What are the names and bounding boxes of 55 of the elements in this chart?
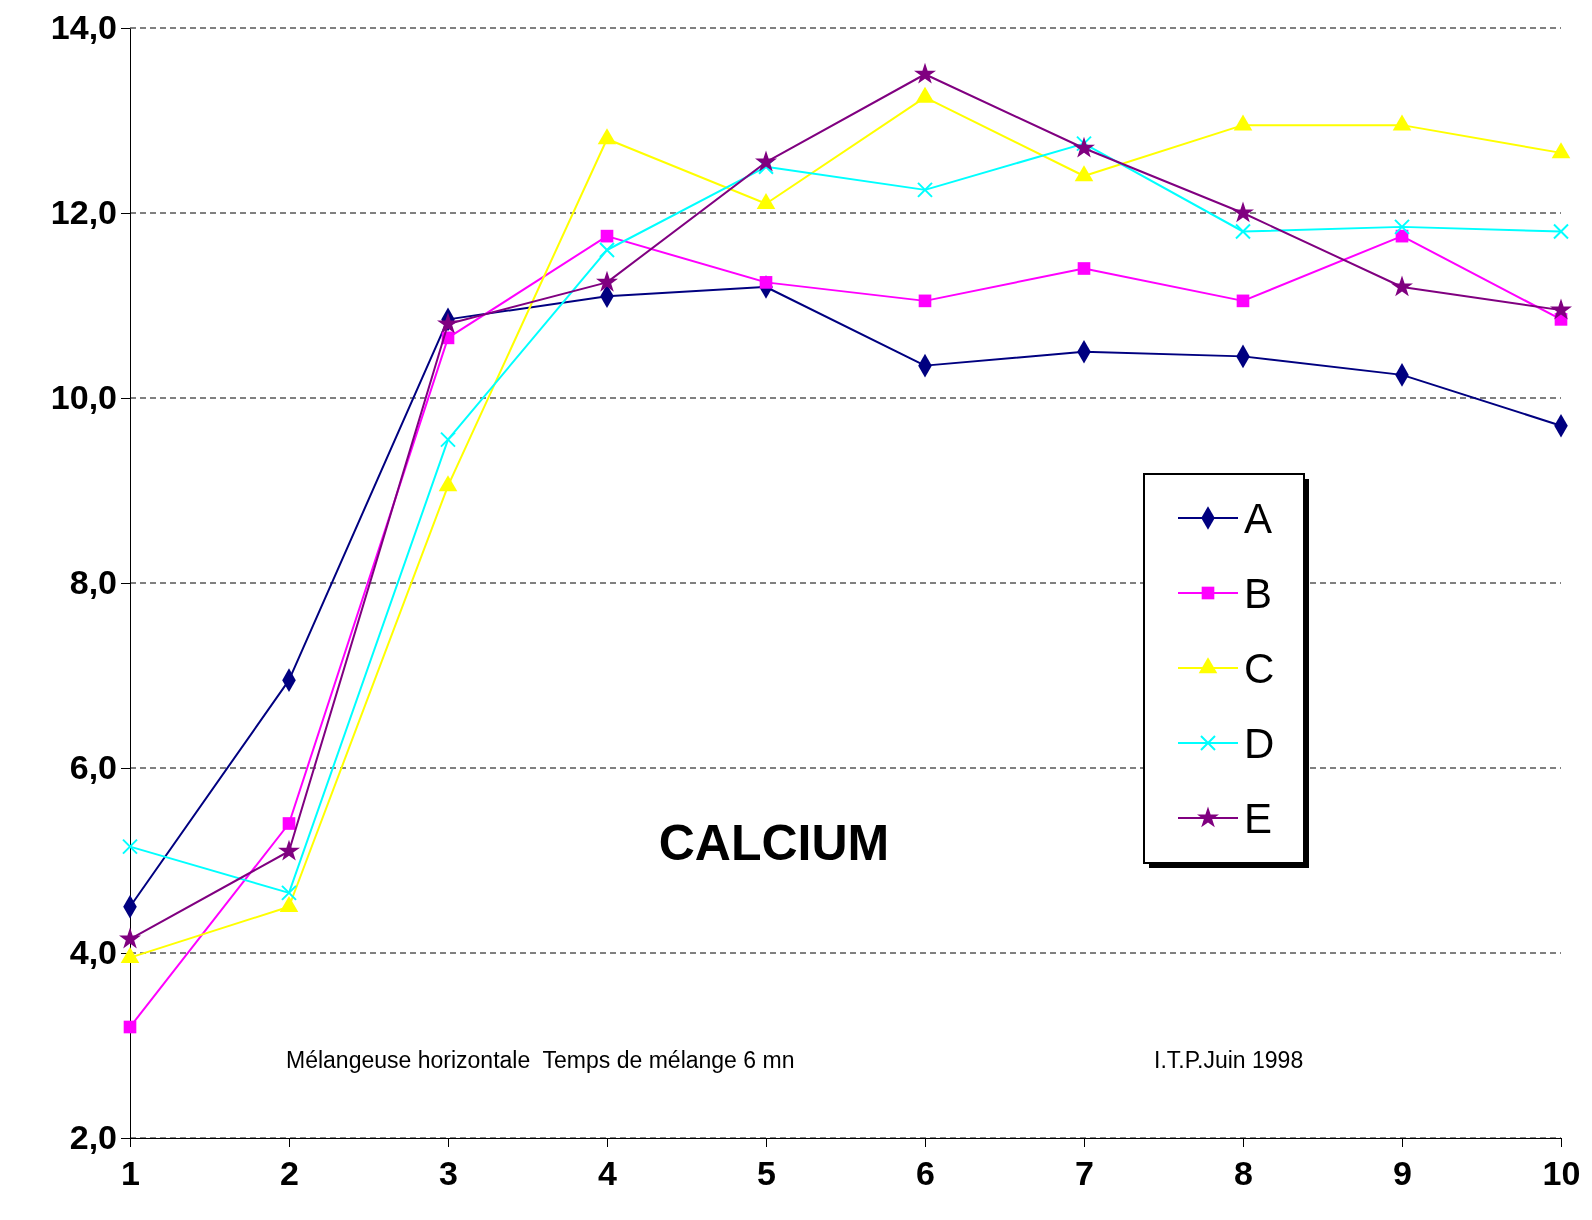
y-tick-label: 12,0 [50,193,117,232]
y-tick-label: 14,0 [50,8,117,47]
text: CALCIUM [658,815,890,871]
point [598,241,616,259]
y-tick-label: 6,0 [69,748,117,787]
point [600,229,614,243]
x-tick-label: 2 [280,1154,299,1193]
legend-label: A [1244,495,1273,542]
point [1234,223,1252,240]
legend-label: B [1244,570,1273,617]
point [756,193,776,210]
x-tick-label: 7 [1075,1154,1094,1193]
point [1550,298,1572,320]
point [1073,136,1095,158]
point [1075,135,1093,152]
legend-label: C [1244,645,1275,692]
y-tick-label: 10,0 [50,378,117,417]
point [916,181,934,198]
x-tick-label: 5 [757,1154,776,1193]
point [123,1020,137,1034]
point [755,150,777,172]
legend-label: D [1244,720,1275,767]
point [1552,223,1570,240]
point [1077,262,1091,275]
legend-label: E [1244,795,1273,842]
y-tick-label: 4,0 [69,933,117,972]
y-tick-label: 2,0 [69,1118,117,1157]
point [596,270,618,292]
y-tick-label: 8,0 [69,563,117,602]
point [1236,294,1250,308]
point [438,475,458,492]
x-tick-label: 1 [121,1154,140,1193]
x-tick-label: 4 [598,1154,618,1193]
x-tick-label: 8 [1234,1154,1253,1193]
point [918,294,932,308]
point [437,312,459,334]
point [1391,275,1413,297]
point [282,817,296,830]
annotation: Mélangeuse horizontale Temps de mélange 6 mn [286,1047,795,1073]
point [1232,201,1254,223]
point [119,927,141,949]
point [121,838,139,855]
point [1551,142,1571,159]
point [278,839,300,861]
point [280,884,298,901]
x-tick-label: 3 [439,1154,458,1193]
point [914,62,936,84]
point [1393,218,1411,235]
annotation: I.T.P.Juin 1998 [1154,1047,1304,1073]
point [279,896,299,913]
x-tick-label: 6 [916,1154,935,1193]
point [759,276,773,289]
x-tick-label: 9 [1393,1154,1412,1193]
x-tick-label: 10 [1542,1154,1581,1193]
point [439,431,457,448]
